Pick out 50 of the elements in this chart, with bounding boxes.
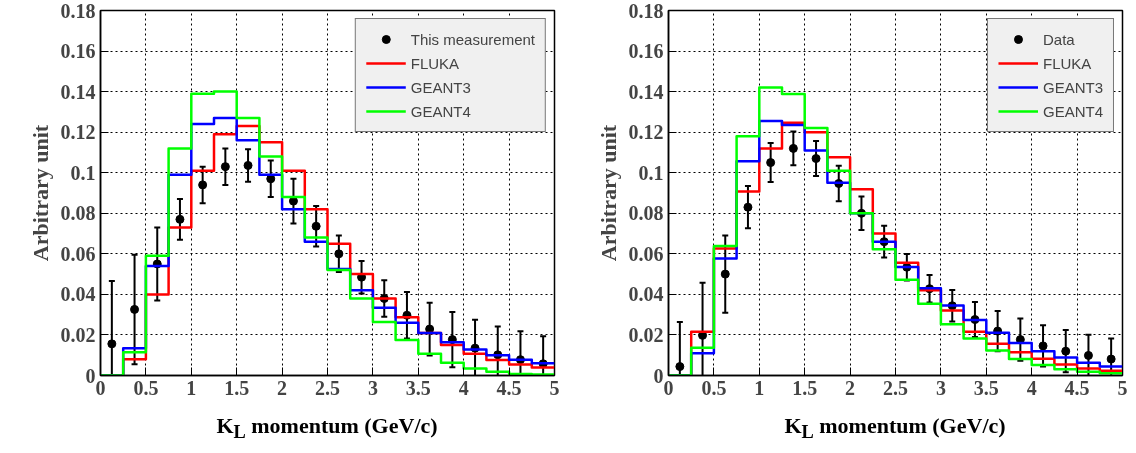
y-tick-label: 0.1 bbox=[638, 161, 664, 184]
x-tick-label: 1.5 bbox=[224, 376, 250, 399]
y-axis-title: Arbitrary unit bbox=[27, 124, 53, 262]
x-axis-title: K$_{L}$ momentum (GeV/c) bbox=[216, 412, 438, 445]
x-tick-label: 0.5 bbox=[701, 376, 727, 399]
x-tick-label: 5 bbox=[549, 376, 560, 399]
y-tick-label: 0.02 bbox=[628, 323, 664, 346]
x-tick-label: 2 bbox=[277, 376, 288, 399]
y-tick-label: 0.14 bbox=[628, 80, 664, 103]
y-tick-label: 0.18 bbox=[628, 0, 664, 22]
x-tick-label: 3 bbox=[935, 376, 946, 399]
x-tick-label: 2 bbox=[845, 376, 856, 399]
y-tick-label: 0.06 bbox=[628, 242, 664, 265]
x-tick-label: 3.5 bbox=[973, 376, 999, 399]
x-axis-title: K$_{L}$ momentum (GeV/c) bbox=[784, 412, 1006, 445]
y-tick-label: 0.02 bbox=[60, 323, 96, 346]
x-tick-label: 4 bbox=[458, 376, 469, 399]
x-tick-label: 0.5 bbox=[133, 376, 159, 399]
x-tick-label: 2.5 bbox=[315, 376, 340, 399]
y-tick-label: 0.08 bbox=[628, 202, 664, 225]
legend-label: FLUKA bbox=[410, 54, 460, 72]
y-tick-label: 0.04 bbox=[60, 283, 96, 306]
x-tick-label: 1 bbox=[754, 376, 765, 399]
x-tick-label: 4.5 bbox=[1064, 376, 1090, 399]
x-tick-label: 5 bbox=[1117, 376, 1128, 399]
x-tick-label: 4.5 bbox=[496, 376, 522, 399]
legend-label: This measurement bbox=[410, 30, 535, 48]
legend-label: FLUKA bbox=[1042, 54, 1092, 72]
y-tick-label: 0.12 bbox=[60, 121, 96, 144]
y-tick-label: 0.12 bbox=[628, 121, 664, 144]
y-tick-label: 0.1 bbox=[70, 161, 96, 184]
y-tick-label: 0.06 bbox=[60, 242, 96, 265]
y-tick-label: 0.04 bbox=[628, 283, 664, 306]
x-tick-label: 3 bbox=[367, 376, 378, 399]
y-tick-label: 0.14 bbox=[60, 80, 96, 103]
legend-label: GEANT4 bbox=[1042, 102, 1103, 120]
legend-label: GEANT3 bbox=[1042, 78, 1103, 96]
legend-label: Data bbox=[1042, 30, 1075, 48]
y-tick-label: 0.08 bbox=[60, 202, 96, 225]
x-tick-label: 2.5 bbox=[883, 376, 908, 399]
x-tick-label: 1.5 bbox=[792, 376, 818, 399]
x-tick-label: 1 bbox=[186, 376, 197, 399]
y-tick-label: 0.18 bbox=[60, 0, 96, 22]
y-axis-title: Arbitrary unit bbox=[595, 124, 621, 262]
x-tick-label: 4 bbox=[1026, 376, 1037, 399]
y-tick-label: 0.16 bbox=[60, 40, 96, 63]
legend-label: GEANT4 bbox=[410, 102, 471, 120]
y-tick-label: 0.16 bbox=[628, 40, 664, 63]
x-tick-label: 3.5 bbox=[405, 376, 431, 399]
legend-label: GEANT3 bbox=[410, 78, 471, 96]
